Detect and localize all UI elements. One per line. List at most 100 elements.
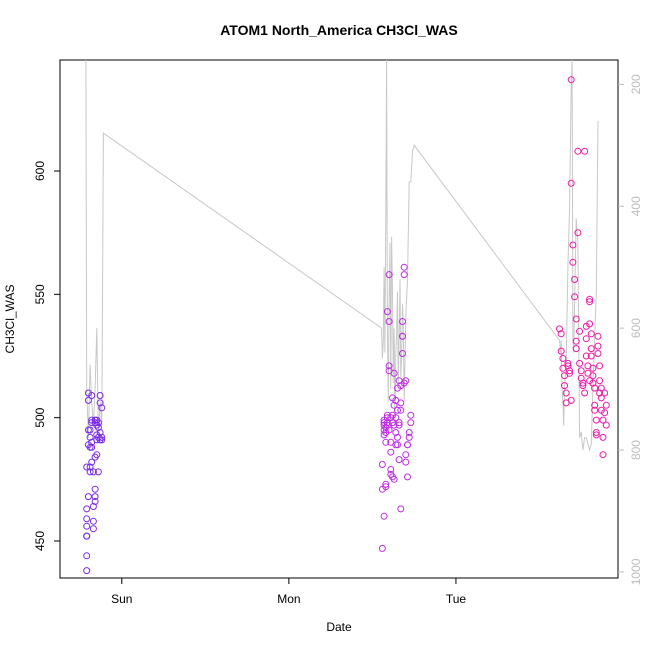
data-point [405, 433, 413, 441]
y2-tick-label: 600 [629, 318, 643, 338]
data-point [395, 456, 403, 464]
data-point [84, 396, 92, 404]
data-point [407, 419, 415, 427]
data-point [83, 505, 91, 513]
plot-frame [59, 59, 619, 579]
y-tick-label: 500 [33, 407, 47, 427]
data-point [576, 359, 584, 367]
data-point [83, 515, 91, 523]
data-point [382, 438, 390, 446]
data-point [587, 352, 595, 360]
data-point [597, 394, 605, 402]
data-point [96, 429, 104, 436]
data-point [566, 369, 574, 377]
data-point [397, 505, 405, 513]
data-point [594, 350, 602, 357]
y-tick-label: 450 [33, 531, 47, 551]
data-point [591, 401, 599, 409]
data-point [564, 359, 572, 367]
data-point [582, 335, 590, 343]
data-point [98, 404, 106, 412]
data-point [83, 567, 91, 575]
x-tick-label: Mon [277, 592, 300, 606]
data-point [385, 318, 393, 325]
data-point [390, 401, 398, 409]
data-point [587, 345, 595, 353]
data-point [599, 433, 607, 441]
y2-tick-label: 800 [629, 440, 643, 460]
data-point [397, 406, 405, 414]
data-point [392, 429, 400, 436]
data-point [383, 419, 391, 427]
data-point [589, 372, 597, 380]
data-point [402, 377, 410, 385]
data-point [382, 483, 390, 491]
data-point [96, 399, 104, 407]
data-point [557, 330, 565, 338]
data-point [395, 421, 403, 429]
data-point [577, 374, 585, 382]
data-point [577, 367, 585, 375]
data-point [572, 337, 580, 345]
data-point [83, 463, 91, 471]
data-point [387, 448, 395, 456]
data-point [556, 325, 563, 333]
data-point [394, 406, 401, 414]
data-point [94, 419, 102, 427]
y-axis: 450 500 550 600 [33, 161, 60, 551]
data-point [601, 409, 609, 417]
data-point [397, 399, 405, 407]
data-point [567, 396, 575, 404]
x-axis: Sun Mon Tue [111, 578, 466, 606]
data-point [586, 320, 594, 328]
y2-tick-label: 1000 [629, 558, 643, 585]
x-axis-label: Date [326, 620, 352, 634]
data-point [581, 389, 589, 397]
data-point [402, 451, 410, 459]
data-point [589, 364, 597, 372]
data-point [98, 436, 106, 444]
data-point [378, 461, 386, 468]
data-point [89, 517, 97, 525]
data-point [98, 433, 106, 441]
data-point [591, 384, 599, 392]
data-point [94, 468, 102, 476]
data-point [597, 384, 605, 392]
data-point [591, 406, 599, 414]
x-tick-label: Tue [446, 592, 467, 606]
data-point [569, 258, 577, 266]
data-point [84, 493, 92, 501]
data-point [596, 377, 604, 385]
y-axis-label: CH3Cl_WAS [3, 285, 17, 354]
data-point [86, 463, 94, 471]
data-point [91, 493, 99, 501]
data-point [394, 433, 401, 441]
data-point [592, 429, 600, 436]
data-point [562, 389, 570, 397]
data-point [602, 421, 610, 429]
data-point [83, 552, 91, 560]
data-point [572, 315, 580, 323]
data-point [83, 532, 91, 540]
data-point [93, 451, 101, 459]
data-point [576, 327, 584, 335]
data-point [399, 350, 406, 357]
data-point [596, 362, 604, 370]
data-point [582, 352, 590, 360]
data-point [88, 443, 96, 451]
data-point [592, 431, 600, 439]
data-point [400, 263, 408, 271]
data-point [594, 332, 602, 340]
data-point [404, 441, 411, 449]
data-point [380, 512, 388, 520]
data-point [94, 424, 102, 431]
data-point [579, 382, 587, 390]
data-point [394, 441, 401, 449]
data-point [89, 468, 97, 476]
data-point [571, 293, 579, 301]
data-point [405, 429, 413, 436]
data-point [399, 318, 406, 325]
data-point [559, 355, 567, 362]
data-point [89, 525, 97, 533]
